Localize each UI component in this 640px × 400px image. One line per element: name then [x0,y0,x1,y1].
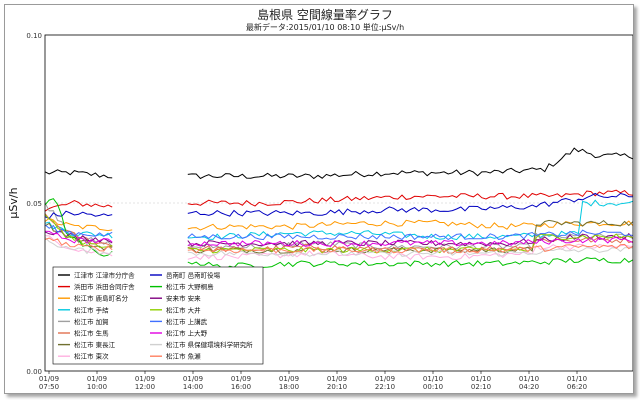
series-line [44,236,113,255]
series-line [44,230,113,244]
series-line [44,230,113,244]
chart-title: 島根県 空間線量率グラフ [257,7,393,22]
x-tick-time: 04:20 [519,383,539,391]
series-line [187,243,633,261]
x-tick-time: 00:10 [423,383,443,391]
legend-entry: 松江市 東長江 [74,340,116,349]
chart-subtitle: 最新データ:2015/01/10 08:10 単位:μSv/h [246,22,404,32]
x-tick-date: 01/09 [231,375,251,383]
series-line [187,236,633,247]
y-tick-label: 0.10 [26,32,42,40]
legend-entry: 松江市 生馬 [74,329,109,338]
series-line [44,169,113,179]
legend-entry: 江津市 江津市分庁舎 [74,271,135,280]
x-tick-time: 16:00 [231,383,251,391]
x-tick-time: 18:00 [279,383,299,391]
x-tick-date: 01/09 [279,375,299,383]
x-tick-date: 01/10 [567,375,587,383]
series-line [44,200,113,212]
legend-entry: 松江市 魚瀬 [166,352,201,361]
x-tick-time: 07:50 [39,383,59,391]
legend-entry: 松江市 加賀 [74,317,109,326]
series-line [187,219,633,254]
x-tick-time: 20:10 [327,383,347,391]
legend-entry: 松江市 鹿島町名分 [74,294,129,303]
x-tick-time: 06:20 [567,383,587,391]
series-line [44,210,113,220]
x-tick-date: 01/09 [183,375,203,383]
legend-entry: 松江市 県保健環境科学研究所 [166,340,253,349]
series-lines [44,147,633,270]
series-line [44,224,113,237]
x-tick-date: 01/09 [327,375,347,383]
x-tick-date: 01/10 [423,375,443,383]
legend-entry: 邑南町 邑南町役場 [166,271,221,280]
y-ticks: 0.00 0.05 0.10 [26,32,42,376]
legend-box [52,266,264,365]
x-tick-date: 01/10 [519,375,539,383]
x-tick-time: 12:00 [135,383,155,391]
series-line [44,217,113,232]
y-tick-label: 0.00 [26,368,42,376]
series-line [187,246,633,258]
x-tick-date: 01/09 [375,375,395,383]
legend-entry: 松江市 大井 [166,305,201,314]
chart-frame: 島根県 空間線量率グラフ 最新データ:2015/01/10 08:10 単位:μ… [4,4,634,394]
legend-entry: 安来市 安来 [166,294,201,303]
y-tick-label: 0.05 [26,200,42,208]
series-line [44,221,113,239]
x-tick-time: 22:10 [375,383,395,391]
y-axis-label: μSv/h [7,187,20,218]
x-tick-date: 01/10 [471,375,491,383]
series-line [187,147,633,180]
x-tick-date: 01/09 [87,375,107,383]
series-line [187,229,633,241]
legend-entry: 松江市 手結 [74,305,109,314]
x-ticks: 01/0907:5001/0910:0001/0912:0001/0914:00… [39,371,587,391]
legend-entry: 松江市 東次 [74,352,109,361]
series-line [187,192,633,217]
legend-entry: 松江市 大野桐島 [166,282,214,291]
x-tick-time: 02:10 [471,383,491,391]
legend-entry: 松江市 上講武 [166,317,208,326]
legend-entry: 浜田市 浜田合同庁舎 [74,282,135,291]
x-tick-date: 01/09 [135,375,155,383]
series-line [187,189,633,207]
x-tick-time: 14:00 [183,383,203,391]
x-tick-time: 10:00 [87,383,107,391]
series-line [44,237,113,252]
dose-rate-chart: 島根県 空間線量率グラフ 最新データ:2015/01/10 08:10 単位:μ… [7,7,633,391]
plot-border [44,34,633,372]
series-line [44,235,113,257]
x-tick-date: 01/09 [39,375,59,383]
series-line [187,219,633,231]
series-line [187,243,633,254]
legend-entry: 松江市 上大野 [166,329,208,338]
